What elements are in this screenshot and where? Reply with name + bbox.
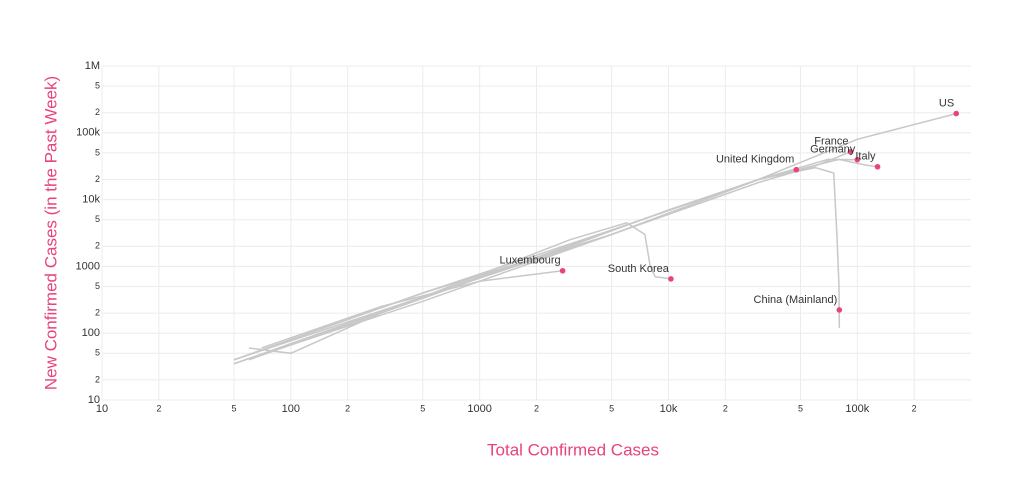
end-point	[836, 307, 843, 313]
x-tick-label: 2	[912, 403, 917, 413]
end-point	[874, 163, 881, 170]
trajectory-line	[261, 270, 563, 349]
y-tick-label: 10k	[82, 194, 100, 206]
series-label: South Korea	[608, 263, 670, 275]
y-tick-label: 100	[82, 327, 100, 339]
series-label: United Kingdom	[716, 154, 794, 166]
x-tick-label: 2	[534, 403, 539, 413]
x-tick-label: 5	[420, 403, 425, 413]
y-tick-label: 2	[95, 107, 100, 117]
end-point	[953, 110, 960, 117]
end-point	[793, 166, 800, 173]
series-label: France	[814, 136, 848, 148]
y-tick-label: 2	[95, 174, 100, 184]
trajectory-line	[233, 158, 858, 365]
y-tick-label: 1000	[76, 260, 100, 272]
series-label: Germany	[810, 144, 856, 156]
x-tick-label: 5	[231, 403, 236, 413]
x-tick-label: 100k	[845, 403, 869, 415]
x-tick-label: 2	[723, 403, 728, 413]
y-axis-title: New Confirmed Cases (in the Past Week)	[41, 76, 60, 390]
trajectory-line	[233, 221, 672, 365]
x-tick-label: 2	[345, 403, 350, 413]
x-tick-label: 10	[96, 403, 108, 415]
y-tick-label: 10	[88, 394, 100, 406]
y-tick-label: 1M	[85, 60, 100, 72]
y-tick-label: 2	[95, 307, 100, 317]
x-tick-label: 2	[156, 403, 161, 413]
x-tick-label: 1000	[467, 403, 491, 415]
x-tick-label: 100	[282, 403, 300, 415]
x-axis-title: Total Confirmed Cases	[487, 440, 659, 459]
series-label: Luxembourg	[499, 255, 560, 267]
end-point	[847, 148, 854, 155]
y-tick-label: 5	[95, 348, 100, 358]
y-tick-label: 2	[95, 241, 100, 251]
y-tick-label: 5	[95, 80, 100, 90]
y-tick-label: 5	[95, 281, 100, 291]
series-label: Italy	[855, 151, 876, 163]
end-point	[559, 267, 566, 274]
y-tick-label: 5	[95, 214, 100, 224]
end-point	[668, 276, 674, 282]
y-tick-label: 2	[95, 374, 100, 384]
x-tick-label: 10k	[660, 403, 678, 415]
y-tick-label: 5	[95, 147, 100, 157]
y-tick-label: 100k	[76, 127, 100, 139]
series-label: China (Mainland)	[754, 294, 838, 306]
x-tick-label: 5	[798, 403, 803, 413]
end-point	[854, 156, 861, 163]
trajectory-line	[248, 166, 841, 355]
x-tick-label: 5	[609, 403, 614, 413]
series-label: US	[939, 97, 954, 109]
